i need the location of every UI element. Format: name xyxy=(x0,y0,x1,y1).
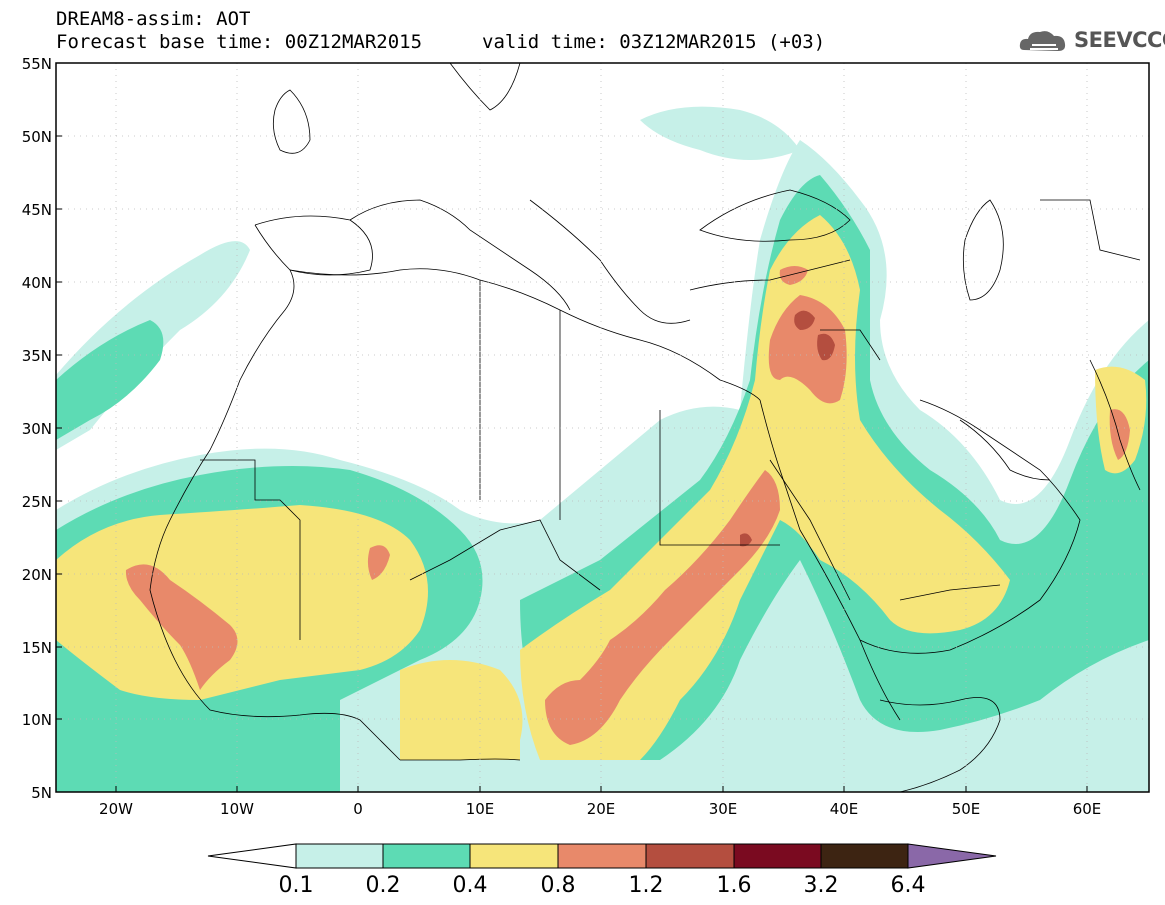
lat-label: 55N xyxy=(21,55,52,73)
lon-label: 20E xyxy=(586,800,616,818)
graticule xyxy=(56,63,1149,792)
lat-label: 30N xyxy=(21,420,52,438)
aot-field xyxy=(56,106,1149,792)
colorbar-over-triangle xyxy=(907,843,997,869)
colorbar-swatch-3 xyxy=(469,843,559,869)
colorbar-label: 1.6 xyxy=(716,873,752,898)
valid-time: valid time: 03Z12MAR2015 (+03) xyxy=(482,31,826,53)
colorbar-swatch-5 xyxy=(645,843,735,869)
colorbar-label: 0.8 xyxy=(540,873,576,898)
colorbar-swatch-6 xyxy=(733,843,822,869)
lat-label: 10N xyxy=(21,711,52,729)
lon-label: 10E xyxy=(465,800,495,818)
lat-label: 5N xyxy=(31,784,52,802)
cloud-logo-icon xyxy=(1019,31,1066,51)
lat-label: 25N xyxy=(21,493,52,511)
axis-ticks xyxy=(56,135,1088,792)
lon-label: 20W xyxy=(99,800,133,818)
lon-label: 40E xyxy=(829,800,859,818)
colorbar-swatch-4 xyxy=(557,843,647,869)
colorbar-label: 0.4 xyxy=(452,873,488,898)
logo-text: SEEVCCC xyxy=(1074,28,1165,52)
colorbar-under-triangle xyxy=(207,843,297,869)
lat-label: 40N xyxy=(21,274,52,292)
aot-band-1.2 xyxy=(740,310,835,547)
lat-label: 35N xyxy=(21,347,52,365)
colorbar-label: 3.2 xyxy=(803,873,839,898)
colorbar-swatch-2 xyxy=(382,843,471,869)
forecast-base-time: Forecast base time: 00Z12MAR2015 xyxy=(56,31,423,53)
lat-label: 15N xyxy=(21,639,52,657)
colorbar-label: 1.2 xyxy=(628,873,664,898)
colorbar-swatch-1 xyxy=(295,843,384,869)
aot-band-0.8 xyxy=(125,266,1130,745)
colorbar-label: 6.4 xyxy=(890,873,926,898)
lat-label: 50N xyxy=(21,128,52,146)
colorbar-swatch-7 xyxy=(820,843,909,869)
lon-label: 50E xyxy=(951,800,981,818)
colorbar-label: 0.2 xyxy=(365,873,401,898)
lon-label: 60E xyxy=(1072,800,1102,818)
lat-label: 20N xyxy=(21,566,52,584)
lon-label: 0 xyxy=(353,800,363,818)
lat-label: 45N xyxy=(21,201,52,219)
map-title: DREAM8-assim: AOT xyxy=(56,8,251,30)
coastlines xyxy=(149,63,1141,792)
lon-label: 30E xyxy=(708,800,738,818)
lon-label: 10W xyxy=(220,800,254,818)
colorbar xyxy=(207,843,997,869)
colorbar-label: 0.1 xyxy=(278,873,314,898)
